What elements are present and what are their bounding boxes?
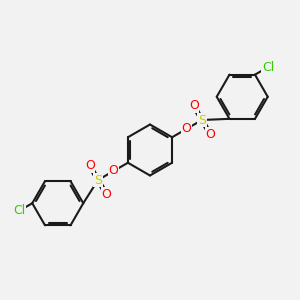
Text: S: S	[198, 113, 206, 127]
Text: O: O	[85, 159, 95, 172]
Text: Cl: Cl	[262, 61, 274, 74]
Text: Cl: Cl	[13, 204, 26, 217]
Text: O: O	[205, 128, 215, 141]
Text: S: S	[94, 173, 102, 187]
Text: O: O	[101, 188, 111, 201]
Text: O: O	[109, 164, 118, 178]
Text: O: O	[189, 99, 199, 112]
Text: O: O	[182, 122, 191, 136]
